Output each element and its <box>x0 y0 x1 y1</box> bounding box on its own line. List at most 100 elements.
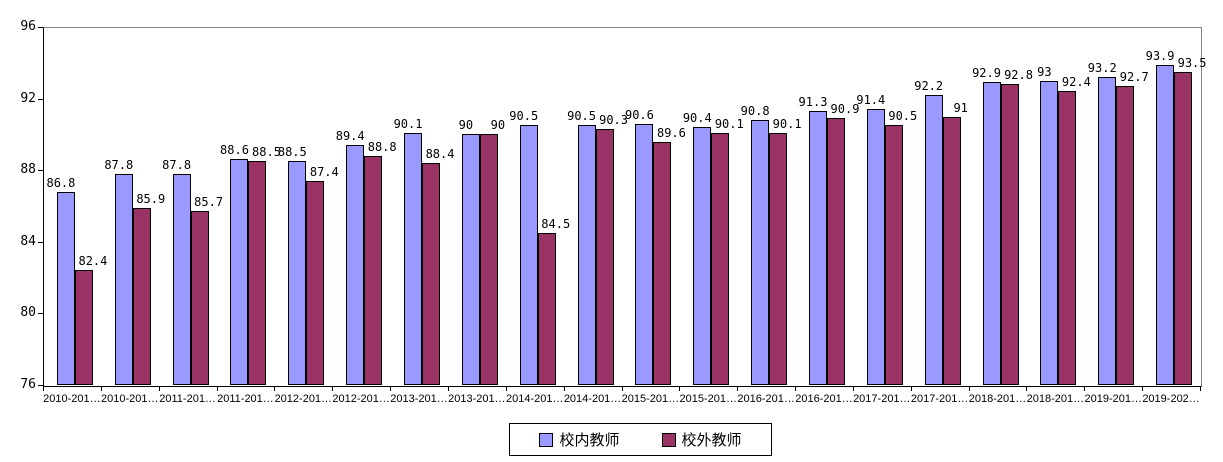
bar-value-label: 88.4 <box>425 147 455 162</box>
bar-value-label: 93 <box>1037 64 1052 79</box>
chart-legend: 校内教师 校外教师 <box>509 423 772 456</box>
x-axis-tick <box>505 386 507 391</box>
x-axis-label: 2013-201… <box>448 393 506 405</box>
bar-value-label: 84.5 <box>541 216 571 231</box>
bar-value-label: 92.2 <box>914 79 944 94</box>
bar-internal-teacher <box>982 82 1001 385</box>
x-axis-label: 2013-201… <box>390 393 448 405</box>
bar-value-label: 87.8 <box>162 157 192 172</box>
bar-external-teacher <box>364 155 383 385</box>
x-axis-label: 2019-202… <box>1142 393 1200 405</box>
bar-internal-teacher <box>404 132 423 385</box>
bar-external-teacher <box>190 211 209 385</box>
bar-value-label: 89.4 <box>335 129 365 144</box>
bar-internal-teacher <box>1156 64 1175 385</box>
legend-label-external-teachers: 校外教师 <box>681 432 742 449</box>
bar-external-teacher <box>1000 84 1019 385</box>
bar-internal-teacher <box>114 173 133 385</box>
y-axis-label: 88 <box>20 162 36 178</box>
x-axis-label: 2012-201… <box>274 393 333 405</box>
external-teachers-swatch-icon <box>661 432 676 447</box>
bar-external-teacher <box>942 116 961 385</box>
y-axis-tick <box>38 313 43 315</box>
x-axis-tick <box>737 386 739 391</box>
x-axis-label: 2017-201… <box>853 393 911 405</box>
x-axis-label: 2014-201… <box>505 393 564 405</box>
bar-external-teacher <box>479 134 498 385</box>
bar-value-label: 90.5 <box>888 109 918 124</box>
x-axis-label: 2018-201… <box>1026 393 1085 405</box>
bar-value-label: 88.5 <box>252 145 281 160</box>
bar-value-label: 88.8 <box>367 139 397 154</box>
x-axis-tick <box>795 386 797 391</box>
bar-value-label: 90.3 <box>599 113 629 128</box>
y-axis-label: 80 <box>20 305 36 321</box>
x-axis-tick <box>332 386 334 391</box>
bar-external-teacher <box>422 163 441 385</box>
bar-value-label: 90 <box>458 118 474 133</box>
bar-external-teacher <box>884 125 903 385</box>
x-axis-label: 2011-201… <box>159 393 216 405</box>
bar-value-label: 92.8 <box>1004 68 1033 83</box>
bar-internal-teacher <box>230 159 249 385</box>
bar-value-label: 90.1 <box>393 116 423 131</box>
x-axis-label: 2012-201… <box>332 393 390 405</box>
y-axis-tick <box>38 27 43 28</box>
bar-value-label: 90.1 <box>714 116 744 131</box>
x-axis-tick <box>1200 386 1201 391</box>
bar-external-teacher <box>653 141 672 385</box>
bar-value-label: 85.7 <box>194 195 224 210</box>
bar-value-label: 90.8 <box>740 104 770 119</box>
bar-external-teacher <box>248 161 267 385</box>
bar-value-label: 91 <box>953 100 968 115</box>
bar-value-label: 88.6 <box>220 143 249 158</box>
y-axis-tick <box>38 241 43 243</box>
bar-value-label: 90.4 <box>682 111 712 126</box>
bar-value-label: 87.8 <box>104 157 134 172</box>
bar-external-teacher <box>537 232 556 385</box>
bar-internal-teacher <box>577 125 596 385</box>
bar-value-label: 93.2 <box>1087 61 1117 76</box>
legend-item-internal-teachers: 校内教师 <box>539 429 620 450</box>
bar-external-teacher <box>306 180 325 385</box>
x-axis-tick <box>968 386 970 391</box>
bar-value-label: 93.9 <box>1145 48 1175 63</box>
bar-value-label: 85.9 <box>136 191 166 206</box>
bar-internal-teacher <box>1098 77 1117 385</box>
bar-external-teacher <box>1174 71 1193 385</box>
bar-value-label: 91.3 <box>798 95 828 110</box>
bar-value-label: 88.5 <box>277 145 307 160</box>
bar-value-label: 90.5 <box>567 109 597 124</box>
x-axis-tick <box>852 386 854 391</box>
bar-internal-teacher <box>461 134 480 385</box>
y-axis-label: 84 <box>20 233 36 249</box>
bar-value-label: 93.5 <box>1177 55 1207 70</box>
bar-external-teacher <box>595 129 614 385</box>
bar-internal-teacher <box>1040 80 1059 385</box>
y-axis-tick <box>38 170 43 172</box>
y-axis-label: 96 <box>20 19 36 34</box>
bar-internal-teacher <box>866 109 885 385</box>
bar-external-teacher <box>74 270 93 385</box>
internal-teachers-swatch-icon <box>539 432 554 447</box>
y-axis-tick <box>38 385 43 386</box>
bar-internal-teacher <box>56 191 75 385</box>
x-axis-tick <box>43 386 44 391</box>
x-axis-tick <box>100 386 102 391</box>
bar-external-teacher <box>826 118 845 385</box>
bar-internal-teacher <box>519 125 538 385</box>
y-axis-label: 76 <box>20 377 36 392</box>
bar-internal-teacher <box>808 111 827 385</box>
x-axis-tick <box>1084 386 1086 391</box>
bar-value-label: 92.4 <box>1061 75 1091 90</box>
bar-value-label: 87.4 <box>309 164 339 179</box>
bar-value-label: 89.6 <box>656 125 686 140</box>
x-axis-tick <box>910 386 912 391</box>
bar-external-teacher <box>132 207 151 385</box>
x-axis-tick <box>447 386 449 391</box>
x-axis-label: 2019-201… <box>1084 393 1142 405</box>
bar-external-teacher <box>711 132 730 385</box>
x-axis-label: 2015-201… <box>621 393 680 405</box>
bar-internal-teacher <box>924 95 943 385</box>
